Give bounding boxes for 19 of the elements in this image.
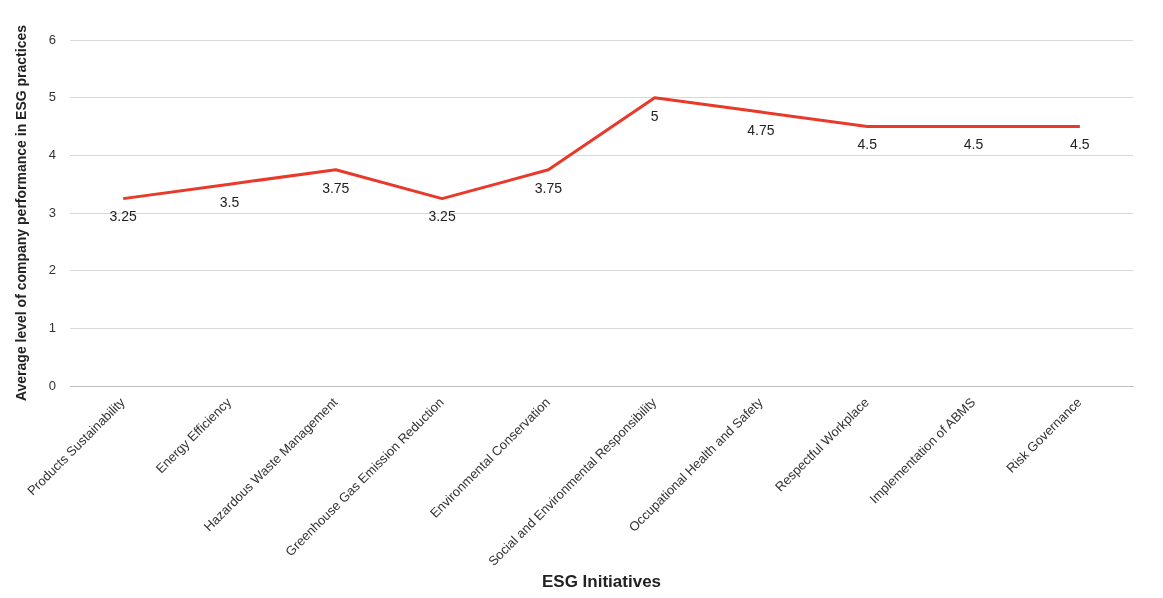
data-label: 3.75 <box>534 179 563 196</box>
x-axis-title: ESG Initiatives <box>541 572 662 592</box>
data-label: 3.25 <box>428 208 456 225</box>
y-tick-label: 0 <box>48 377 57 393</box>
y-tick-label: 1 <box>48 319 57 335</box>
y-tick-label: 6 <box>48 31 57 47</box>
y-tick-label: 3 <box>48 204 57 220</box>
data-label: 4.5 <box>963 136 984 153</box>
data-label: 4.75 <box>747 121 775 138</box>
y-tick-label: 2 <box>48 262 57 278</box>
data-label: 3.5 <box>219 194 240 211</box>
data-label: 4.5 <box>857 136 878 153</box>
y-tick-label: 5 <box>48 89 57 105</box>
y-tick-label: 4 <box>48 146 57 162</box>
data-label: 5 <box>650 107 659 124</box>
y-axis-title: Average level of company performance in ESG practices <box>13 24 30 402</box>
data-label: 3.75 <box>322 179 350 196</box>
data-label: 4.5 <box>1070 136 1090 153</box>
data-label: 3.25 <box>109 208 138 225</box>
